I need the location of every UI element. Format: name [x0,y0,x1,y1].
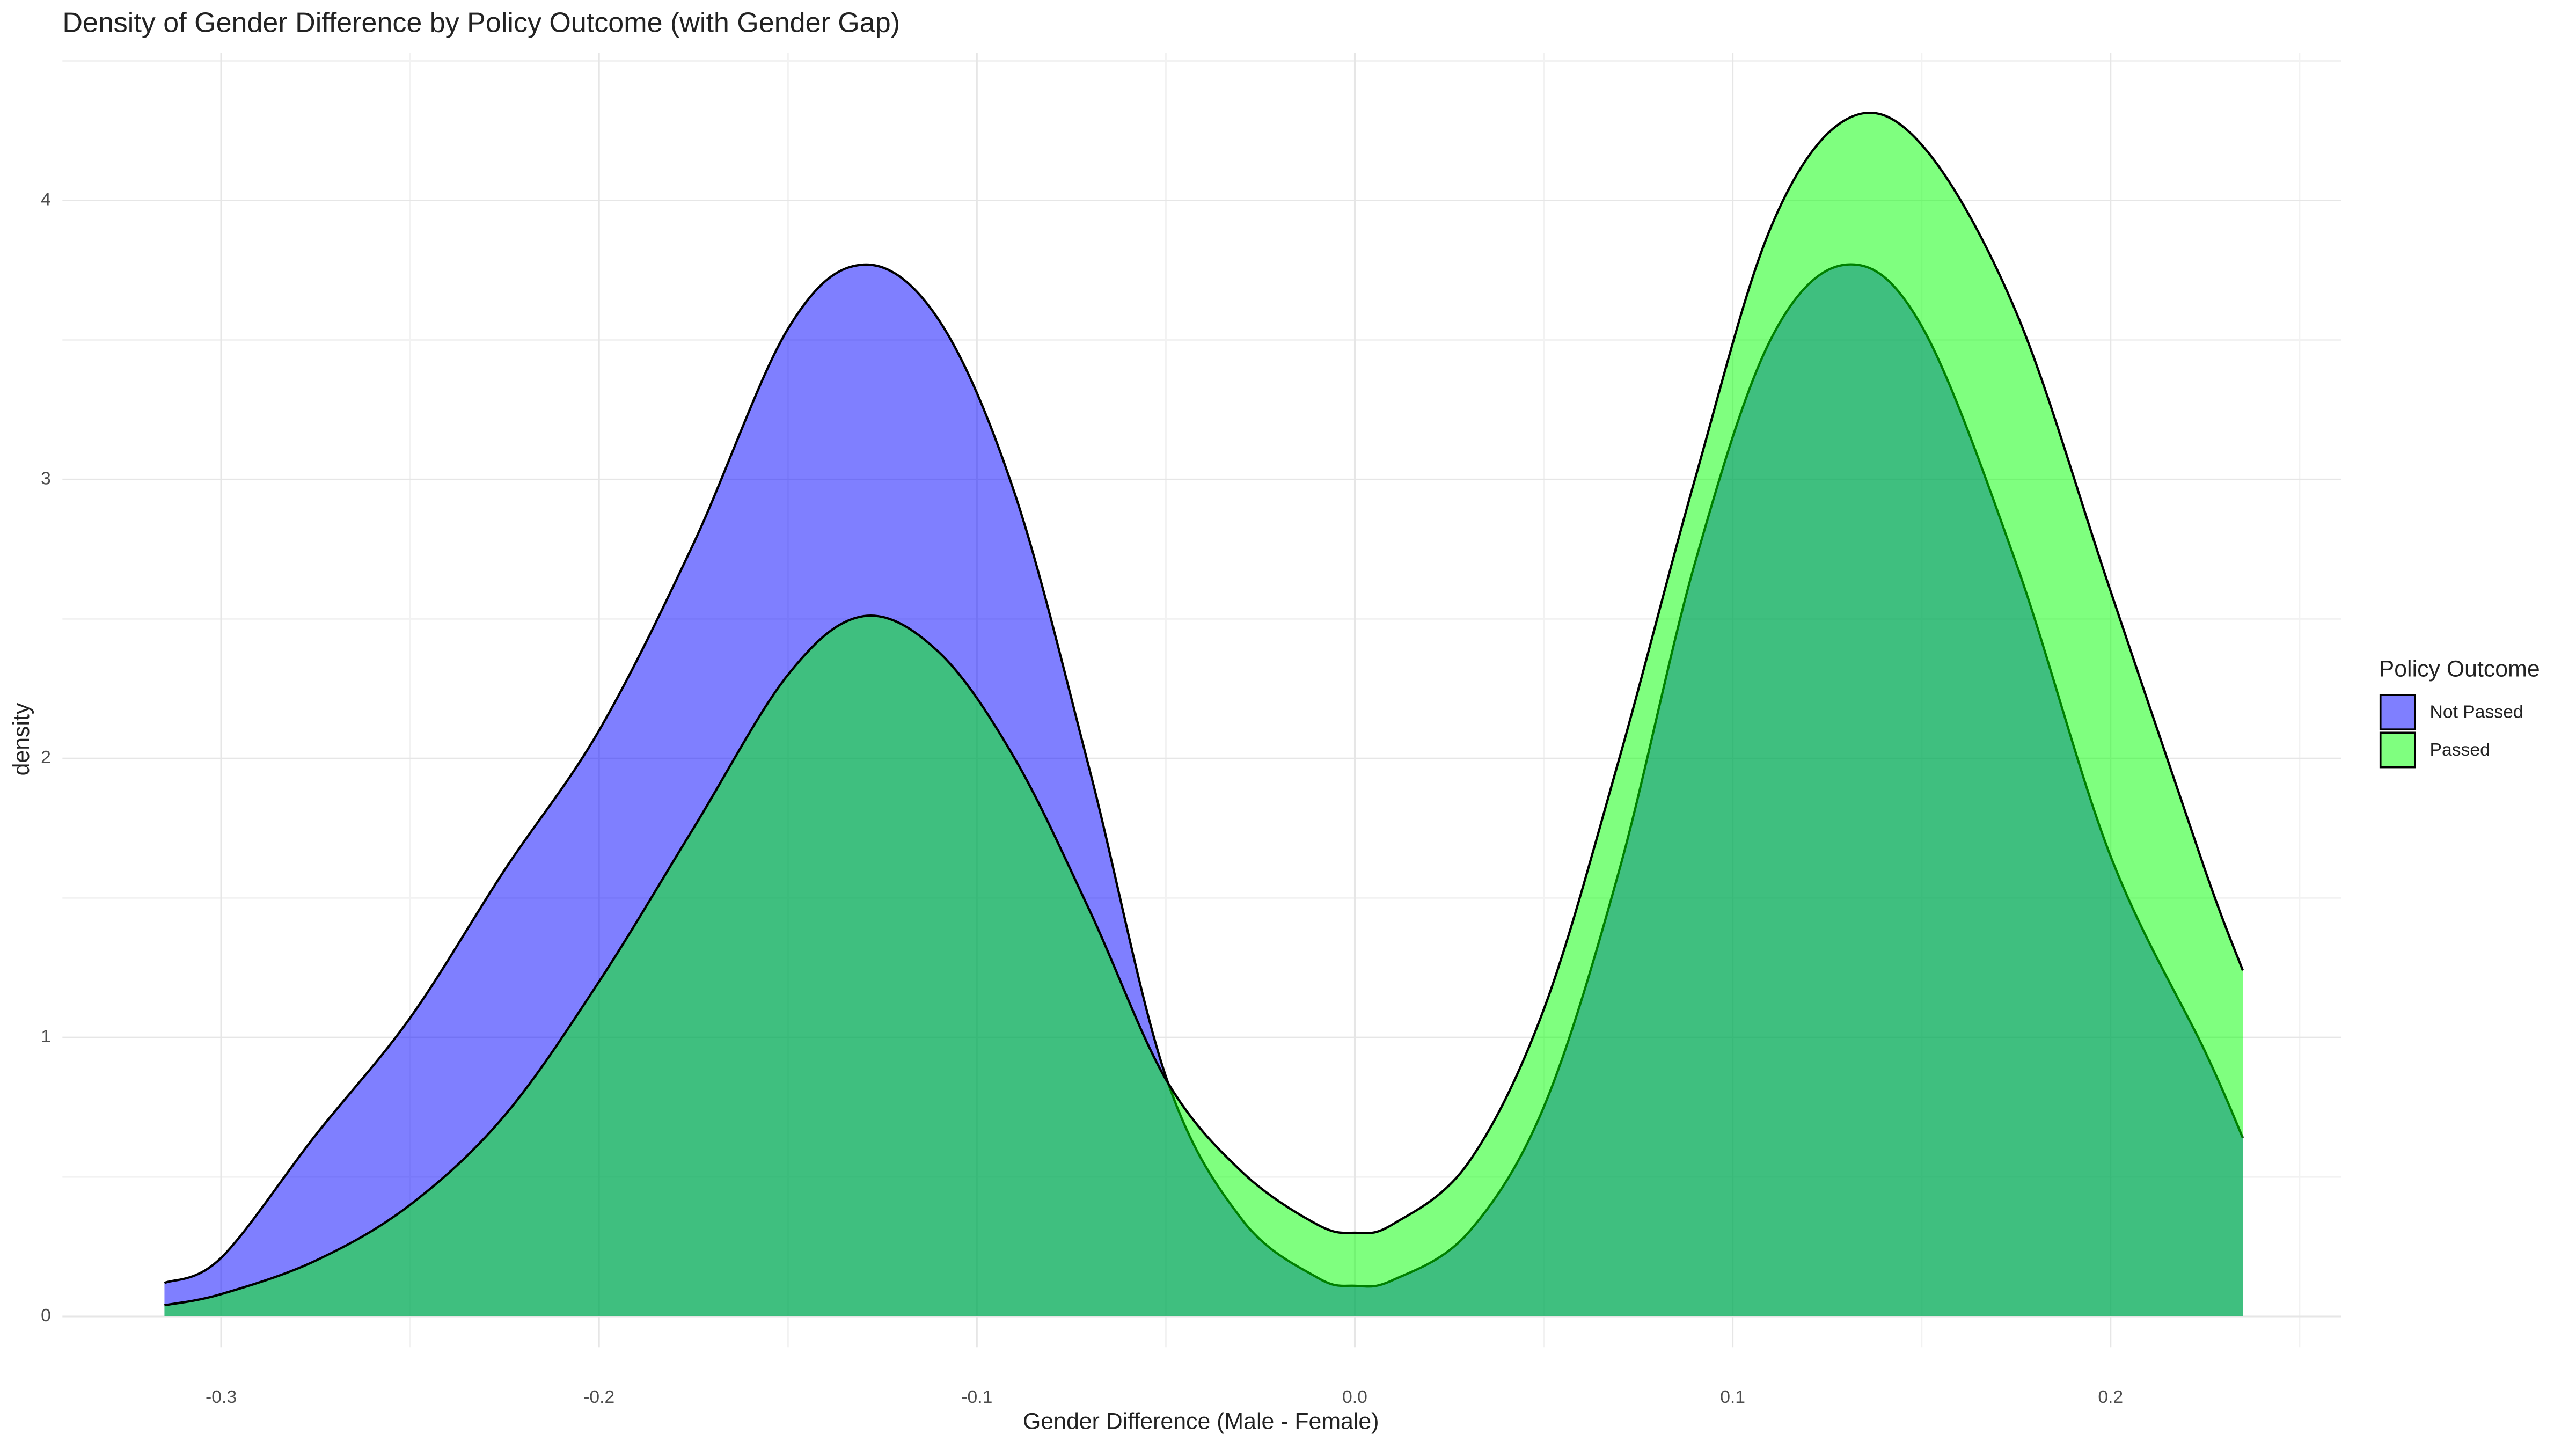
x-tick-label: -0.1 [961,1387,992,1407]
x-tick-label: 0.0 [1342,1387,1367,1407]
x-tick-label: -0.3 [206,1387,237,1407]
y-tick-label: 2 [41,748,51,767]
plot-area [164,112,2244,1317]
legend-swatch [2379,694,2416,731]
y-axis-label: density [9,702,34,775]
legend-label: Passed [2430,740,2490,760]
y-tick-label: 3 [41,469,51,488]
x-tick-label: 0.1 [1720,1387,1745,1407]
x-tick-label: -0.2 [583,1387,614,1407]
y-tick-label: 4 [41,189,51,209]
x-tick-label: 0.2 [2098,1387,2123,1407]
density-area [164,113,2243,1317]
y-tick-label: 1 [41,1027,51,1046]
y-tick-label: 0 [41,1306,51,1326]
chart-title: Density of Gender Difference by Policy O… [62,8,900,39]
legend-swatch [2379,731,2416,769]
legend-label: Not Passed [2430,702,2523,722]
x-axis-label: Gender Difference (Male - Female) [1023,1408,1379,1434]
legend-title: Policy Outcome [2379,656,2540,682]
density-line [164,112,2244,1307]
legend: Not Passed Passed [2379,694,2523,769]
